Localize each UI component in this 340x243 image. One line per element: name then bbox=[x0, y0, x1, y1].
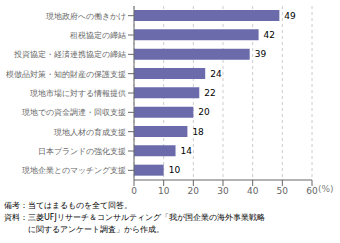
svg-text:14: 14 bbox=[181, 146, 193, 156]
svg-text:模倣品対策・知的財産の保護支援: 模倣品対策・知的財産の保護支援 bbox=[8, 70, 126, 79]
svg-text:60: 60 bbox=[306, 186, 318, 196]
svg-text:18: 18 bbox=[192, 127, 204, 137]
svg-text:30: 30 bbox=[217, 186, 229, 196]
svg-text:現地人材の育成支援: 現地人材の育成支援 bbox=[54, 128, 126, 137]
svg-text:20: 20 bbox=[188, 186, 200, 196]
svg-text:20: 20 bbox=[198, 107, 210, 117]
html-text:に関するアンケート調査」から作成。: に関するアンケート調査」から作成。 bbox=[4, 225, 164, 234]
svg-text:租税協定の締結: 租税協定の締結 bbox=[70, 31, 126, 40]
svg-text:50: 50 bbox=[277, 186, 289, 196]
svg-text:40: 40 bbox=[247, 186, 259, 196]
svg-text:現地での資金調達・回収支援: 現地での資金調達・回収支援 bbox=[22, 108, 126, 117]
html-text:備考：当てはまるものを全て回答。: 備考：当てはまるものを全て回答。 bbox=[4, 201, 132, 210]
svg-text:現地市場に対する情報提供: 現地市場に対する情報提供 bbox=[30, 89, 126, 98]
svg-text:現地企業とのマッチング支援: 現地企業とのマッチング支援 bbox=[22, 166, 126, 175]
svg-text:現地政府への働きかけ: 現地政府への働きかけ bbox=[46, 12, 126, 21]
svg-text:24: 24 bbox=[210, 69, 222, 79]
svg-text:10: 10 bbox=[169, 165, 181, 175]
svg-text:22: 22 bbox=[204, 88, 215, 98]
html-text:資料：三菱UFJリサーチ＆コンサルティング「我が国企業の海外: 資料：三菱UFJリサーチ＆コンサルティング「我が国企業の海外事業戦略 bbox=[4, 213, 265, 222]
svg-text:投資協定・経済連携協定の締結: 投資協定・経済連携協定の締結 bbox=[13, 50, 126, 59]
svg-text:42: 42 bbox=[264, 30, 275, 40]
svg-text:49: 49 bbox=[284, 11, 296, 21]
svg-text:0: 0 bbox=[131, 186, 137, 196]
svg-text:(%): (%) bbox=[318, 184, 332, 194]
svg-text:39: 39 bbox=[255, 49, 267, 59]
svg-text:日本ブランドの強化支援: 日本ブランドの強化支援 bbox=[38, 147, 126, 156]
svg-text:10: 10 bbox=[158, 186, 170, 196]
